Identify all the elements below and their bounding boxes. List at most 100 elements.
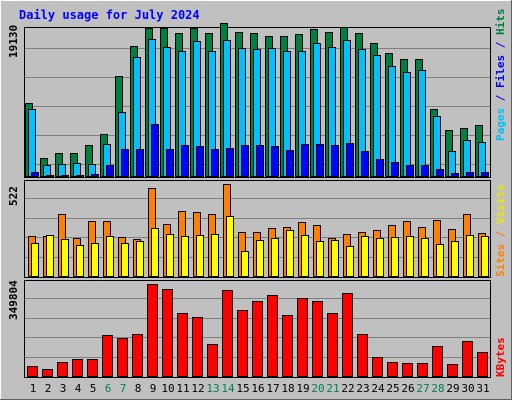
bar-pages-day-19 (301, 144, 309, 177)
visits-panel-series-label: Sites / Visits (494, 184, 507, 277)
visits_panel-label-part-0: Sites (494, 244, 507, 277)
bar-pages-day-5 (91, 174, 99, 177)
bar-visits-day-30 (466, 235, 474, 277)
bar-pages-day-13 (211, 149, 219, 177)
bar-kbytes-day-8 (132, 334, 143, 377)
x-tick-label-day-8: 8 (135, 382, 142, 395)
kbytes_panel-label-part-0: KBytes (494, 337, 507, 377)
bar-pages-day-1 (31, 172, 39, 177)
bar-visits-day-11 (181, 236, 189, 277)
bar-kbytes-day-2 (42, 369, 53, 377)
bar-visits-day-26 (406, 236, 414, 277)
kbytes-scale-label: 349804 (7, 280, 20, 320)
bar-kbytes-day-18 (282, 315, 293, 377)
bar-visits-day-2 (46, 235, 54, 277)
bar-visits-day-28 (436, 244, 444, 277)
bar-pages-day-7 (121, 149, 129, 177)
x-tick-label-day-13: 13 (206, 382, 219, 395)
x-tick-label-day-22: 22 (341, 382, 354, 395)
hits-scale-label: 19130 (7, 25, 20, 58)
bar-pages-day-15 (241, 145, 249, 177)
bar-files-day-1 (28, 109, 36, 177)
bar-files-day-24 (373, 55, 381, 177)
bar-visits-day-10 (166, 234, 174, 277)
bar-pages-day-31 (481, 172, 489, 177)
bar-kbytes-day-28 (432, 346, 443, 377)
bar-pages-day-8 (136, 149, 144, 177)
bar-pages-day-6 (106, 165, 114, 177)
bar-visits-day-19 (301, 235, 309, 277)
bar-visits-day-8 (136, 241, 144, 277)
bar-kbytes-day-5 (87, 359, 98, 377)
bar-visits-day-16 (256, 240, 264, 277)
bar-kbytes-day-1 (27, 366, 38, 377)
bar-kbytes-day-22 (342, 293, 353, 377)
bar-files-day-25 (388, 66, 396, 177)
bar-visits-day-14 (226, 216, 234, 277)
bar-visits-day-27 (421, 238, 429, 277)
bar-files-day-26 (403, 72, 411, 177)
bar-visits-day-25 (391, 237, 399, 277)
x-tick-label-day-3: 3 (60, 382, 67, 395)
x-tick-label-day-10: 10 (161, 382, 174, 395)
x-tick-label-day-12: 12 (191, 382, 204, 395)
x-tick-label-day-17: 17 (266, 382, 279, 395)
bar-visits-day-4 (76, 245, 84, 277)
x-tick-label-day-20: 20 (311, 382, 324, 395)
bar-kbytes-day-16 (252, 301, 263, 377)
bar-pages-day-10 (166, 149, 174, 177)
bar-files-day-30 (463, 140, 471, 177)
x-tick-label-day-26: 26 (401, 382, 414, 395)
bar-kbytes-day-26 (402, 363, 413, 377)
bar-pages-day-21 (331, 145, 339, 177)
bar-kbytes-day-24 (372, 357, 383, 377)
bar-files-day-3 (58, 164, 66, 177)
x-tick-label-day-18: 18 (281, 382, 294, 395)
bar-visits-day-6 (106, 236, 114, 277)
bar-kbytes-day-23 (357, 334, 368, 377)
bar-visits-day-17 (271, 238, 279, 277)
bar-files-day-27 (418, 70, 426, 177)
x-axis-day-labels: 1 2 3 4 5 6 7 8 9 10 11 12 13 14 15 16 17 18 19 20 21 22 23 24 2… (30, 382, 490, 395)
bars (25, 23, 489, 377)
x-tick-label-day-5: 5 (90, 382, 97, 395)
x-tick-label-day-4: 4 (75, 382, 82, 395)
visits-scale-label: 522 (7, 186, 20, 206)
x-tick-label-day-16: 16 (251, 382, 264, 395)
hits_panel-label-part-0: Pages (494, 108, 507, 141)
bar-pages-day-2 (46, 175, 54, 177)
x-tick-label-day-7: 7 (120, 382, 127, 395)
bar-pages-day-30 (466, 172, 474, 177)
x-tick-label-day-31: 31 (476, 382, 489, 395)
bar-kbytes-day-25 (387, 362, 398, 377)
bar-visits-day-31 (481, 236, 489, 277)
bar-pages-day-29 (451, 173, 459, 177)
x-tick-label-day-30: 30 (461, 382, 474, 395)
bar-kbytes-day-12 (192, 317, 203, 377)
bar-visits-day-21 (331, 240, 339, 277)
x-tick-label-day-28: 28 (431, 382, 444, 395)
visits_panel-label-part-1: / (494, 224, 507, 244)
bar-pages-day-11 (181, 145, 189, 177)
bar-kbytes-day-3 (57, 362, 68, 377)
x-tick-label-day-21: 21 (326, 382, 339, 395)
bar-kbytes-day-19 (297, 298, 308, 377)
bar-kbytes-day-10 (162, 289, 173, 377)
bar-kbytes-day-20 (312, 301, 323, 377)
bar-pages-day-26 (406, 165, 414, 177)
bar-visits-day-24 (376, 238, 384, 277)
bar-kbytes-day-11 (177, 313, 188, 377)
bar-pages-day-20 (316, 144, 324, 177)
bar-kbytes-day-7 (117, 338, 128, 377)
bar-visits-day-1 (31, 243, 39, 277)
bar-pages-day-9 (151, 124, 159, 177)
bar-files-day-28 (433, 116, 441, 177)
bar-visits-day-7 (121, 243, 129, 277)
x-tick-label-day-9: 9 (150, 382, 157, 395)
x-tick-label-day-6: 6 (105, 382, 112, 395)
hits-panel-series-label: Pages / Files / Hits (494, 9, 507, 142)
bar-pages-day-3 (61, 175, 69, 177)
bar-kbytes-day-31 (477, 352, 488, 377)
bar-pages-day-12 (196, 146, 204, 177)
x-tick-label-day-15: 15 (236, 382, 249, 395)
